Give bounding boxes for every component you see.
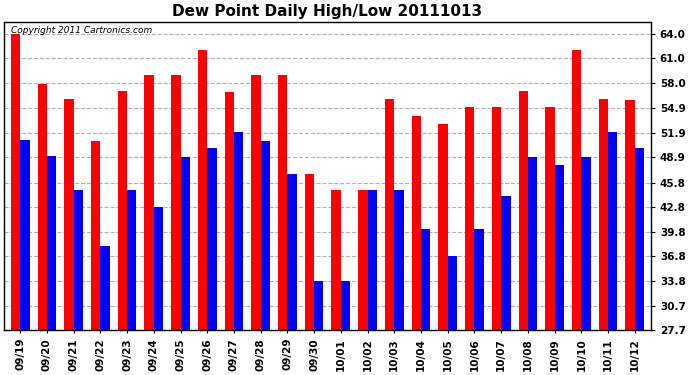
Bar (448, 256, 457, 330)
Bar (528, 157, 538, 330)
Bar (555, 165, 564, 330)
Bar (625, 100, 635, 330)
Bar (358, 190, 368, 330)
Bar (519, 91, 528, 330)
Bar (207, 148, 217, 330)
Bar (582, 157, 591, 330)
Bar (198, 50, 207, 330)
Bar (465, 108, 475, 330)
Bar (368, 190, 377, 330)
Bar (11, 34, 20, 330)
Bar (475, 229, 484, 330)
Bar (118, 91, 127, 330)
Bar (181, 157, 190, 330)
Bar (234, 132, 244, 330)
Bar (545, 108, 555, 330)
Bar (20, 140, 30, 330)
Bar (314, 280, 324, 330)
Bar (385, 99, 394, 330)
Bar (501, 196, 511, 330)
Bar (572, 50, 582, 330)
Bar (144, 75, 154, 330)
Bar (171, 75, 181, 330)
Bar (64, 99, 74, 330)
Bar (341, 280, 351, 330)
Bar (608, 132, 618, 330)
Bar (91, 141, 100, 330)
Bar (412, 116, 421, 330)
Bar (278, 75, 288, 330)
Bar (225, 92, 234, 330)
Bar (438, 124, 448, 330)
Bar (331, 190, 341, 330)
Bar (288, 174, 297, 330)
Bar (492, 108, 501, 330)
Bar (261, 141, 270, 330)
Bar (251, 75, 261, 330)
Bar (47, 156, 57, 330)
Bar (394, 190, 404, 330)
Bar (305, 174, 314, 330)
Title: Dew Point Daily High/Low 20111013: Dew Point Daily High/Low 20111013 (172, 4, 482, 19)
Bar (74, 190, 83, 330)
Bar (599, 99, 608, 330)
Bar (635, 148, 644, 330)
Bar (100, 246, 110, 330)
Text: Copyright 2011 Cartronics.com: Copyright 2011 Cartronics.com (10, 26, 152, 35)
Bar (154, 207, 163, 330)
Bar (421, 229, 431, 330)
Bar (127, 190, 137, 330)
Bar (37, 84, 47, 330)
